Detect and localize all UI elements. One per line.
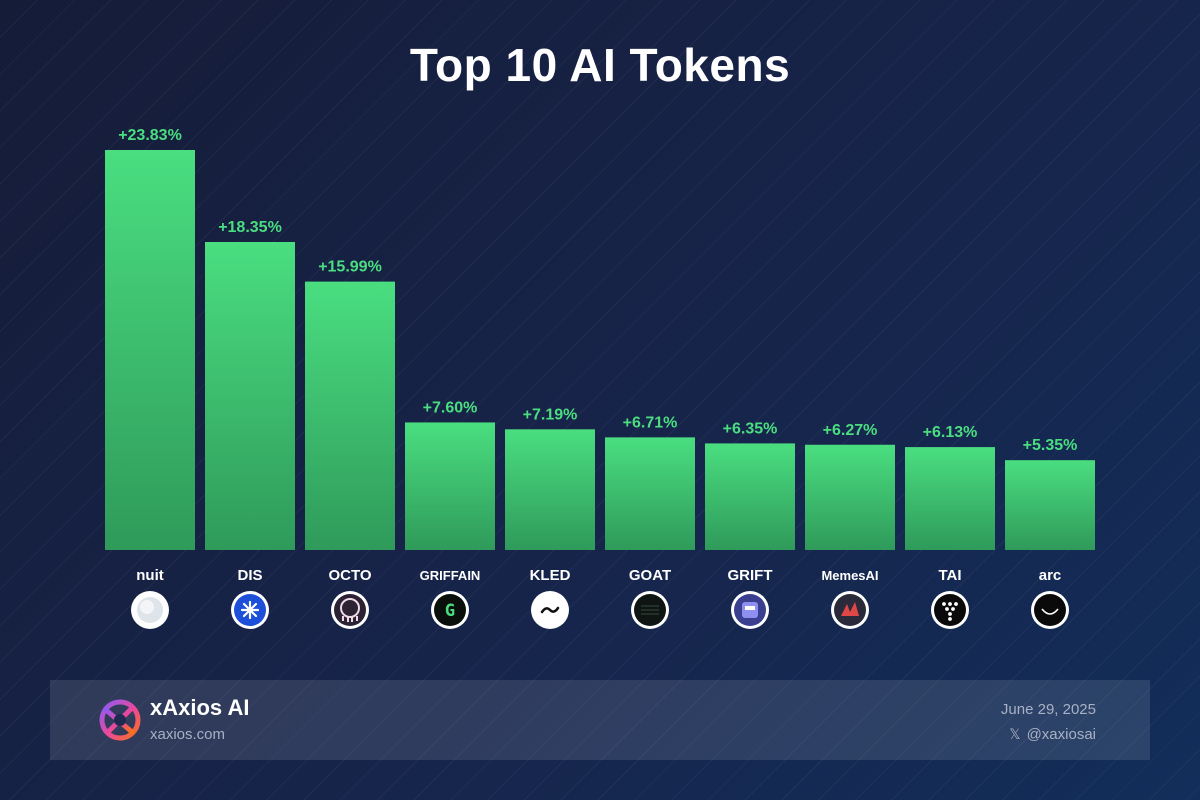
svg-text:G: G [445, 601, 455, 621]
value-label: +6.71% [623, 414, 678, 431]
bar-nuit [105, 150, 195, 550]
griffain-token-icon: G [431, 591, 469, 629]
chart-title: Top 10 AI Tokens [409, 39, 791, 91]
grift-token-icon [731, 591, 769, 629]
handle-text: @xaxiosai [1026, 726, 1096, 743]
bar-griffain [405, 422, 495, 550]
kled-token-icon [531, 591, 569, 629]
dis-token-icon [231, 591, 269, 629]
bar-kled [505, 429, 595, 550]
tai-token-icon [931, 591, 969, 629]
footer-panel: xAxios AI xaxios.com June 29, 2025 𝕏 @xax… [50, 680, 1150, 760]
value-label: +7.19% [523, 406, 578, 423]
arc-token-icon [1031, 591, 1069, 629]
category-label: DIS [237, 567, 262, 584]
goat-token-icon [631, 591, 669, 629]
bar-tai [905, 447, 995, 550]
report-date: June 29, 2025 [1000, 701, 1096, 718]
bar-arc [1005, 460, 1095, 550]
value-label: +6.13% [923, 424, 978, 441]
category-label: GRIFFAIN [420, 568, 481, 583]
category-label: OCTO [328, 567, 371, 584]
brand-website-link[interactable]: xaxios.com [150, 726, 226, 743]
category-label: arc [1039, 567, 1062, 584]
bar-grift [705, 443, 795, 550]
nuit-token-icon [131, 591, 169, 629]
category-label: nuit [136, 567, 164, 584]
category-label: KLED [530, 567, 571, 584]
value-label: +5.35% [1023, 437, 1078, 454]
bar-dis [205, 241, 295, 550]
value-label: +23.83% [118, 127, 182, 144]
memesai-token-icon [831, 591, 869, 629]
brand-name: xAxios AI [150, 695, 250, 720]
category-label: TAI [938, 567, 961, 584]
bar-chart: +23.83% nuit +18.35% DIS +15.99% OCTO +7.60% GR… [105, 127, 1095, 629]
token-icons-group: G [131, 591, 1069, 629]
value-label: +15.99% [318, 259, 382, 276]
category-label: GRIFT [728, 567, 773, 584]
bar-octo [305, 281, 395, 550]
bar-memesai [805, 444, 895, 550]
xaxios-logo-icon [99, 699, 141, 741]
category-label: GOAT [629, 567, 671, 584]
category-label: MemesAI [821, 568, 878, 583]
x-logo-icon: 𝕏 [1009, 726, 1021, 742]
value-label: +6.35% [723, 420, 778, 437]
value-label: +6.27% [823, 422, 878, 439]
social-handle-link[interactable]: 𝕏 @xaxiosai [1009, 726, 1096, 743]
bar-goat [605, 437, 695, 550]
value-label: +18.35% [218, 219, 282, 236]
bars-group: +23.83% nuit +18.35% DIS +15.99% OCTO +7.60% GR… [105, 127, 1095, 584]
value-label: +7.60% [423, 399, 478, 416]
octo-token-icon [331, 591, 369, 629]
